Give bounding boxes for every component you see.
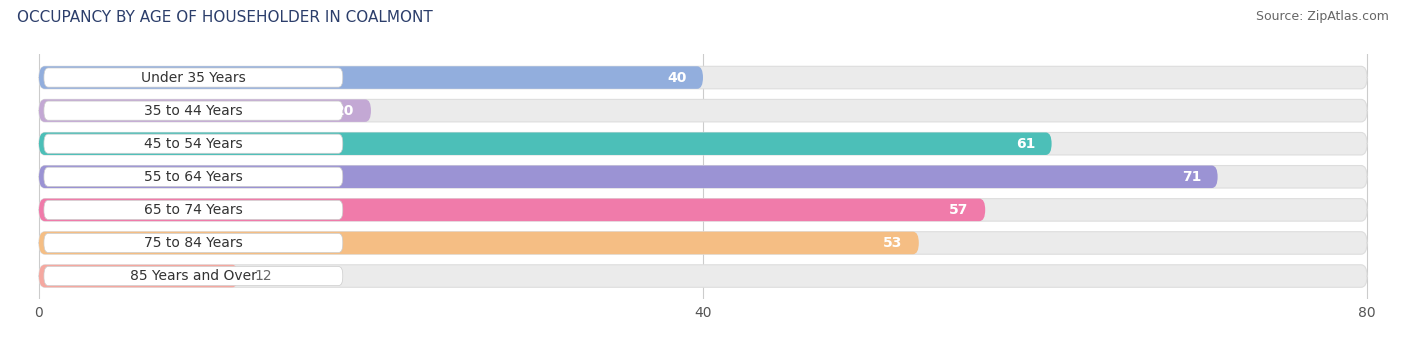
FancyBboxPatch shape — [39, 133, 1367, 155]
FancyBboxPatch shape — [39, 199, 986, 221]
FancyBboxPatch shape — [44, 134, 343, 153]
Text: OCCUPANCY BY AGE OF HOUSEHOLDER IN COALMONT: OCCUPANCY BY AGE OF HOUSEHOLDER IN COALM… — [17, 10, 433, 25]
FancyBboxPatch shape — [39, 232, 1367, 254]
Text: 20: 20 — [335, 104, 354, 118]
FancyBboxPatch shape — [39, 99, 371, 122]
FancyBboxPatch shape — [39, 166, 1367, 188]
FancyBboxPatch shape — [44, 167, 343, 186]
Text: 53: 53 — [883, 236, 903, 250]
Text: 61: 61 — [1015, 137, 1035, 151]
FancyBboxPatch shape — [39, 66, 1367, 89]
FancyBboxPatch shape — [39, 199, 1367, 221]
Text: 71: 71 — [1181, 170, 1201, 184]
FancyBboxPatch shape — [39, 66, 703, 89]
FancyBboxPatch shape — [39, 99, 1367, 122]
FancyBboxPatch shape — [44, 101, 343, 120]
FancyBboxPatch shape — [44, 267, 343, 286]
FancyBboxPatch shape — [39, 265, 238, 287]
Text: 65 to 74 Years: 65 to 74 Years — [143, 203, 243, 217]
Text: 75 to 84 Years: 75 to 84 Years — [143, 236, 243, 250]
FancyBboxPatch shape — [44, 68, 343, 87]
FancyBboxPatch shape — [39, 232, 918, 254]
Text: 12: 12 — [254, 269, 273, 283]
Text: 45 to 54 Years: 45 to 54 Years — [143, 137, 243, 151]
Text: Under 35 Years: Under 35 Years — [141, 71, 246, 85]
Text: 35 to 44 Years: 35 to 44 Years — [143, 104, 243, 118]
Text: Source: ZipAtlas.com: Source: ZipAtlas.com — [1256, 10, 1389, 23]
Text: 57: 57 — [949, 203, 969, 217]
Text: 55 to 64 Years: 55 to 64 Years — [143, 170, 243, 184]
Text: 85 Years and Over: 85 Years and Over — [129, 269, 257, 283]
FancyBboxPatch shape — [39, 133, 1052, 155]
FancyBboxPatch shape — [39, 265, 1367, 287]
FancyBboxPatch shape — [44, 200, 343, 219]
FancyBboxPatch shape — [39, 166, 1218, 188]
Text: 40: 40 — [666, 71, 686, 85]
FancyBboxPatch shape — [44, 233, 343, 253]
